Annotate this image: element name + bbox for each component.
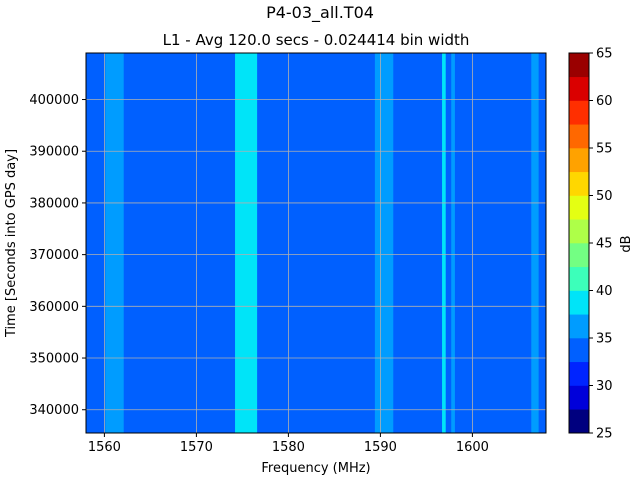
colorbar-segment [569, 314, 589, 339]
colorbar-segment [569, 76, 589, 101]
colorbar-tick-label: 60 [596, 94, 613, 109]
x-tick-label: 1570 [180, 440, 213, 455]
colorbar-segment [569, 385, 589, 410]
colorbar-tick-label: 30 [596, 379, 613, 394]
colorbar: 25 30 35 40 45 50 55 60 65 [568, 47, 613, 442]
y-tick-label: 380000 [29, 196, 79, 211]
colorbar-segment [569, 338, 589, 363]
x-tick-label: 1590 [364, 440, 397, 455]
y-tick-label: 400000 [29, 93, 79, 108]
colorbar-segment [569, 53, 589, 78]
signal-band-2 [235, 53, 258, 433]
colorbar-tick-label: 55 [596, 142, 613, 157]
colorbar-segment [569, 124, 589, 149]
signal-band-4 [442, 53, 446, 433]
chart-subtitle: L1 - Avg 120.0 secs - 0.024414 bin width [163, 31, 470, 49]
x-axis-label: Frequency (MHz) [261, 461, 370, 476]
signal-band-3 [374, 53, 394, 433]
colorbar-tick-label: 35 [596, 332, 613, 347]
colorbar-segment [569, 266, 589, 291]
colorbar-tick-label: 25 [596, 427, 613, 442]
colorbar-segment [569, 219, 589, 244]
y-tick-label: 360000 [29, 300, 79, 315]
colorbar-tick-label: 65 [596, 47, 613, 62]
plot-area [85, 52, 547, 434]
colorbar-segment [569, 195, 589, 220]
y-axis-label: Time [Seconds into GPS day] [4, 149, 19, 338]
x-tick-label: 1600 [456, 440, 489, 455]
y-tick-label: 390000 [29, 145, 79, 160]
colorbar-segment [569, 409, 589, 434]
grid-lines [86, 53, 546, 433]
chart-title: P4-03_all.T04 [266, 3, 374, 23]
colorbar-tick-label: 45 [596, 237, 613, 252]
colorbar-segment [569, 243, 589, 268]
signal-band-6 [531, 53, 539, 433]
y-tick-label: 370000 [29, 248, 79, 263]
colorbar-segment [569, 100, 589, 125]
colorbar-segment [569, 171, 589, 196]
signal-band-5 [451, 53, 455, 433]
plot-background [86, 53, 546, 433]
y-tick-label: 340000 [29, 403, 79, 418]
plot-frame [85, 52, 547, 434]
y-tick-label: 350000 [29, 352, 79, 367]
colorbar-segment [569, 361, 589, 386]
x-tick-label: 1560 [88, 440, 121, 455]
colorbar-segment [569, 290, 589, 315]
x-axis: 1560 1570 1580 1590 1600 [88, 433, 489, 455]
signal-band-1 [105, 53, 124, 433]
colorbar-label: dB [619, 235, 634, 252]
colorbar-tick-label: 40 [596, 284, 613, 299]
colorbar-segment [569, 148, 589, 173]
signal-bands [105, 53, 539, 433]
y-axis: 340000 350000 360000 370000 380000 390000 4000… [29, 93, 86, 418]
x-tick-label: 1580 [272, 440, 305, 455]
colorbar-tick-label: 50 [596, 189, 613, 204]
